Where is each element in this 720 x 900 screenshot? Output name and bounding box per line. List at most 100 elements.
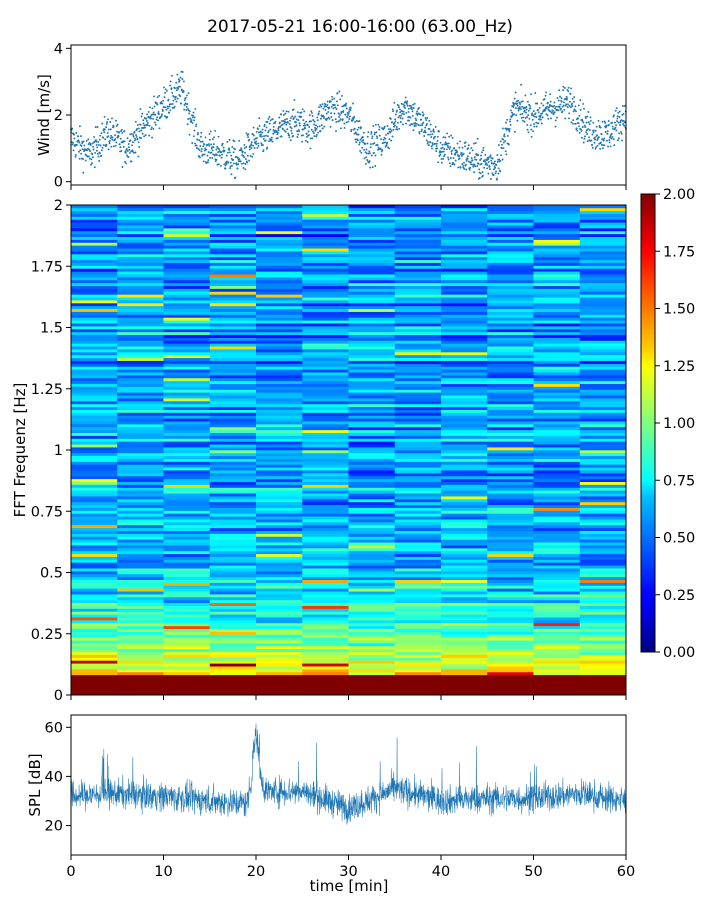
spectrogram-cell bbox=[533, 576, 581, 580]
spectrogram-cell bbox=[348, 288, 396, 292]
spectrogram-cell bbox=[117, 565, 164, 569]
wind-point bbox=[494, 166, 497, 169]
wind-point bbox=[481, 171, 484, 174]
spectrogram-cell bbox=[487, 305, 534, 310]
spectrogram-cell bbox=[487, 576, 534, 580]
spectrogram-cell bbox=[302, 674, 349, 678]
spectrogram-cell bbox=[441, 268, 488, 272]
spectrogram-cell bbox=[71, 660, 118, 664]
wind-point bbox=[545, 91, 548, 94]
spectrogram-cell bbox=[302, 666, 349, 670]
spectrogram-cell bbox=[209, 352, 257, 356]
spectrogram-cell bbox=[441, 475, 488, 480]
wind-point bbox=[537, 122, 540, 125]
spectrogram-cell bbox=[348, 450, 396, 454]
wind-point bbox=[128, 146, 130, 149]
spectrogram-cell bbox=[533, 213, 581, 217]
spectrogram-cell bbox=[533, 516, 581, 520]
spectrogram-cell bbox=[533, 484, 581, 488]
spectrogram-cell bbox=[533, 262, 581, 266]
spectrogram-cell bbox=[441, 545, 488, 549]
wind-point bbox=[594, 129, 597, 132]
spectrogram-cell bbox=[348, 585, 396, 589]
spectrogram-cell bbox=[256, 501, 303, 506]
wind-point bbox=[382, 138, 385, 141]
wind-point bbox=[366, 159, 369, 161]
spectrogram-cell bbox=[71, 689, 118, 693]
wind-point bbox=[488, 168, 491, 171]
wind-point bbox=[572, 110, 575, 113]
spectrogram-cell bbox=[394, 256, 442, 261]
wind-point bbox=[292, 134, 295, 137]
spectrogram-cell bbox=[256, 346, 303, 350]
wind-point bbox=[406, 103, 408, 105]
wind-point bbox=[493, 162, 496, 165]
wind-point bbox=[326, 104, 329, 106]
spectrogram-cell bbox=[394, 225, 442, 229]
spectrogram-cell bbox=[117, 671, 164, 676]
wind-point bbox=[421, 123, 424, 125]
spectrogram-cell bbox=[487, 481, 534, 485]
spectrogram-cell bbox=[71, 233, 118, 237]
spectrogram-cell bbox=[348, 654, 396, 658]
spectrogram-cell bbox=[71, 337, 118, 341]
spectrogram-cell bbox=[209, 550, 257, 555]
spectrogram-cell bbox=[163, 625, 211, 629]
wind-point bbox=[489, 154, 492, 157]
wind-point bbox=[257, 145, 260, 147]
spectrogram-cell bbox=[487, 467, 534, 471]
spectrogram-cell bbox=[579, 271, 627, 275]
spectrogram-cell bbox=[348, 473, 396, 477]
spectrogram-cell bbox=[533, 285, 581, 289]
wind-point bbox=[211, 149, 214, 152]
wind-point bbox=[464, 141, 467, 144]
spectrogram-cell bbox=[302, 637, 349, 641]
spectrogram-cell bbox=[394, 686, 442, 690]
wind-point bbox=[380, 150, 383, 153]
wind-point bbox=[313, 135, 316, 138]
spectrogram-cell bbox=[533, 499, 581, 503]
spectrogram-cell bbox=[348, 562, 396, 566]
spectrogram-cell bbox=[71, 403, 118, 408]
spectrogram-cell bbox=[117, 507, 164, 511]
spectrogram-cell bbox=[209, 291, 257, 295]
wind-point bbox=[320, 105, 323, 108]
wind-point bbox=[124, 161, 126, 163]
spectrogram-cell bbox=[302, 689, 349, 693]
spectrogram-cell bbox=[302, 692, 349, 696]
spectrogram-cell bbox=[533, 271, 581, 275]
spectrogram-cell bbox=[579, 340, 627, 344]
spectrogram-cell bbox=[487, 438, 534, 442]
wind-point bbox=[145, 120, 148, 122]
colorbar-tick-label: 1.50 bbox=[663, 302, 695, 318]
wind-point bbox=[208, 132, 211, 135]
wind-point bbox=[423, 135, 426, 137]
spectrogram-cell bbox=[163, 245, 211, 249]
spectrogram-cell bbox=[71, 343, 118, 347]
spectrogram-cell bbox=[117, 493, 164, 497]
wind-point bbox=[339, 127, 342, 130]
spectrogram-cell bbox=[71, 467, 118, 471]
wind-point bbox=[417, 124, 420, 126]
wind-point bbox=[338, 90, 341, 93]
spectrogram-cell bbox=[117, 683, 164, 687]
wind-point bbox=[495, 164, 498, 166]
wind-point bbox=[99, 152, 101, 155]
wind-point bbox=[396, 109, 399, 112]
wind-point bbox=[473, 163, 476, 166]
spectrogram-cell bbox=[256, 680, 303, 684]
wind-point bbox=[534, 102, 537, 105]
spectrogram-cell bbox=[487, 631, 534, 635]
wind-point bbox=[436, 135, 439, 138]
spectrogram-cell bbox=[71, 686, 118, 690]
spectrogram-cell bbox=[209, 499, 257, 503]
spectrogram-cell bbox=[256, 648, 303, 653]
wind-point bbox=[428, 128, 431, 131]
wind-point bbox=[534, 92, 537, 94]
spectrogram-cell bbox=[394, 334, 442, 338]
wind-point bbox=[385, 144, 388, 146]
spectrogram-cell bbox=[256, 475, 303, 480]
wind-point bbox=[583, 137, 586, 140]
wind-point bbox=[592, 121, 595, 124]
wind-point bbox=[470, 146, 473, 149]
